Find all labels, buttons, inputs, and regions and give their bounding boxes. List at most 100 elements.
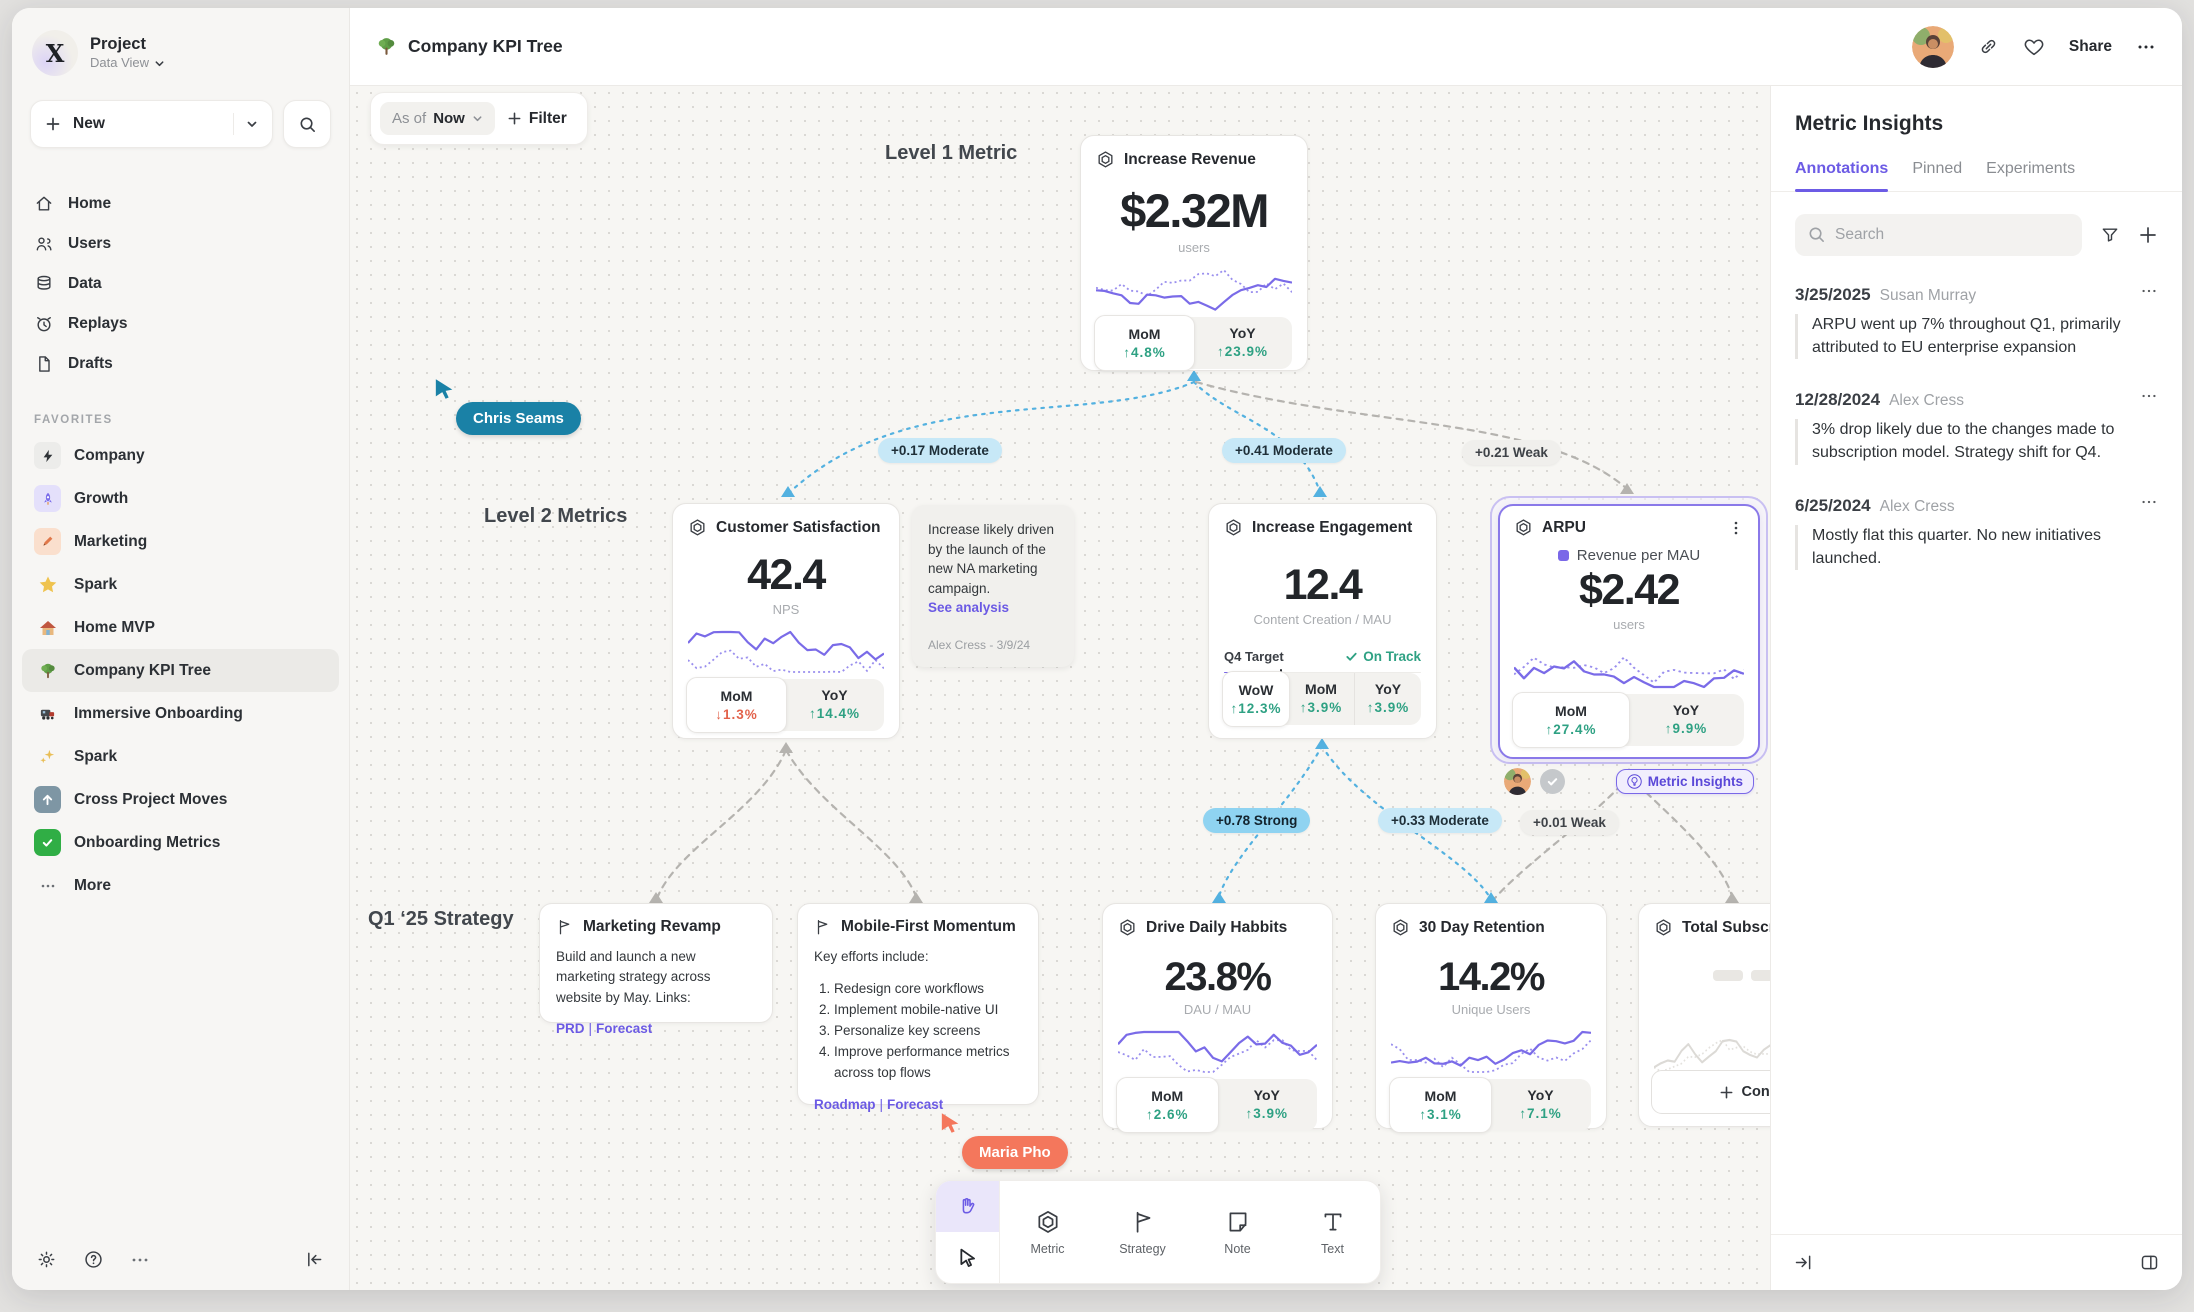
stat-yoy[interactable]: YoY ↑9.9% bbox=[1664, 702, 1708, 736]
new-button[interactable]: New bbox=[30, 100, 273, 148]
train-icon bbox=[34, 700, 61, 727]
stat-mom[interactable]: MoM ↓1.3% bbox=[686, 677, 787, 733]
metric-card-arpu-selected[interactable]: ARPU Revenue per MAU $2.42 users MoM ↑27.… bbox=[1490, 496, 1768, 795]
stat-mom[interactable]: MoM ↑27.4% bbox=[1512, 692, 1630, 748]
metric-card-total-subscriptions[interactable]: Total Subscriptions Connect bbox=[1638, 903, 1770, 1127]
new-button-label: New bbox=[73, 115, 105, 132]
stat-wow[interactable]: WoW ↑12.3% bbox=[1222, 671, 1290, 727]
stat-mom[interactable]: MoM ↑2.6% bbox=[1116, 1077, 1219, 1133]
annotation-more-icon[interactable] bbox=[2140, 282, 2158, 300]
sidebar-item-drafts[interactable]: Drafts bbox=[22, 344, 339, 384]
forecast-link[interactable]: Forecast bbox=[596, 1020, 653, 1036]
stat-mom[interactable]: MoM ↑3.1% bbox=[1389, 1077, 1492, 1133]
sidebar-item-growth[interactable]: Growth bbox=[22, 477, 339, 520]
split-view-icon[interactable] bbox=[2139, 1252, 2160, 1273]
sparkline bbox=[1096, 268, 1292, 311]
note-tool[interactable]: Note bbox=[1190, 1181, 1285, 1283]
roadmap-link[interactable]: Roadmap bbox=[814, 1096, 876, 1112]
stat-yoy[interactable]: YoY ↑3.9% bbox=[1245, 1087, 1289, 1121]
annotation-more-icon[interactable] bbox=[2140, 387, 2158, 405]
sidebar-item-company[interactable]: Company bbox=[22, 434, 339, 477]
filter-label: Filter bbox=[528, 109, 567, 127]
stat-yoy[interactable]: YoY ↑23.9% bbox=[1216, 325, 1269, 359]
sidebar-item-spark-2[interactable]: Spark bbox=[22, 735, 339, 778]
sidebar-item-marketing[interactable]: Marketing bbox=[22, 520, 339, 563]
metric-title: ARPU bbox=[1542, 518, 1586, 536]
hand-tool[interactable] bbox=[936, 1181, 999, 1232]
sidebar-item-spark[interactable]: Spark bbox=[22, 563, 339, 606]
collapse-panel-icon[interactable] bbox=[1793, 1252, 1814, 1273]
sidebar-item-more[interactable]: More bbox=[22, 864, 339, 907]
collapse-sidebar-icon[interactable] bbox=[304, 1249, 325, 1270]
kebab-menu-icon[interactable] bbox=[1728, 520, 1744, 536]
settings-gear-icon[interactable] bbox=[36, 1249, 57, 1270]
kpi-tree-canvas[interactable]: As of Now Filter Level 1 Metric Level 2 … bbox=[350, 86, 1770, 1290]
add-annotation-icon[interactable] bbox=[2138, 225, 2158, 245]
project-switcher[interactable]: X Project Data View bbox=[12, 8, 349, 84]
metric-card-customer-satisfaction[interactable]: Customer Satisfaction 42.4 NPS MoM ↓1.3% … bbox=[672, 503, 900, 739]
share-button[interactable]: Share bbox=[2068, 37, 2112, 55]
sidebar-item-replays[interactable]: Replays bbox=[22, 304, 339, 344]
collaborator-cursor-chris: Chris Seams bbox=[434, 378, 581, 435]
prd-link[interactable]: PRD bbox=[556, 1020, 585, 1036]
forecast-link[interactable]: Forecast bbox=[887, 1096, 944, 1112]
user-avatar[interactable] bbox=[1911, 25, 1954, 68]
stat-yoy[interactable]: YoY ↑7.1% bbox=[1519, 1087, 1562, 1121]
tab-experiments[interactable]: Experiments bbox=[1986, 160, 2076, 177]
annotation-item[interactable]: 6/25/2024 Alex Cress Mostly flat this qu… bbox=[1795, 493, 2158, 571]
annotation-more-icon[interactable] bbox=[2140, 493, 2158, 511]
sidebar-item-cross-project-moves[interactable]: Cross Project Moves bbox=[22, 778, 339, 821]
metric-card-increase-engagement[interactable]: Increase Engagement 12.4 Content Creatio… bbox=[1208, 503, 1437, 739]
stat-mom[interactable]: MoM ↑3.9% bbox=[1299, 681, 1343, 715]
metric-card-increase-revenue[interactable]: Increase Revenue $2.32M users MoM ↑4.8% Y… bbox=[1080, 135, 1308, 371]
stat-yoy[interactable]: YoY ↑14.4% bbox=[808, 687, 861, 721]
search-input[interactable] bbox=[1795, 214, 2082, 256]
filter-button[interactable]: Filter bbox=[507, 110, 571, 128]
annotation-item[interactable]: 12/28/2024 Alex Cress 3% drop likely due… bbox=[1795, 387, 2158, 465]
strategy-tool[interactable]: Strategy bbox=[1095, 1181, 1190, 1283]
nav-label: Users bbox=[68, 235, 112, 252]
strategy-card-marketing-revamp[interactable]: Marketing Revamp Build and launch a new … bbox=[539, 903, 773, 1036]
copy-link-icon[interactable] bbox=[1978, 36, 1999, 57]
tool-label: Strategy bbox=[1119, 1241, 1166, 1256]
chevron-down-icon[interactable] bbox=[246, 118, 258, 130]
more-options-icon[interactable] bbox=[2136, 37, 2156, 57]
see-analysis-link[interactable]: See analysis bbox=[928, 600, 1010, 616]
select-tool[interactable] bbox=[936, 1232, 999, 1283]
more-options-icon[interactable] bbox=[130, 1250, 150, 1270]
as-of-dropdown[interactable]: As of Now bbox=[380, 102, 495, 135]
metric-card-drive-daily-habbits[interactable]: Drive Daily Habbits 23.8% DAU / MAU MoM ↑… bbox=[1102, 903, 1333, 1133]
pencil-icon bbox=[34, 528, 61, 555]
favorite-heart-icon[interactable] bbox=[2023, 36, 2045, 58]
sidebar-item-users[interactable]: Users bbox=[22, 224, 339, 264]
metric-tool[interactable]: Metric bbox=[1000, 1181, 1095, 1283]
metric-insights-button[interactable]: Metric Insights bbox=[1615, 769, 1754, 794]
strategy-card-mobile-first-momentum[interactable]: Mobile-First Momentum Key efforts includ… bbox=[797, 903, 1039, 1112]
filter-funnel-icon[interactable] bbox=[2100, 225, 2120, 245]
annotations-list: 3/25/2025 Susan Murray ARPU went up 7% t… bbox=[1771, 256, 2182, 1234]
nav-label: Home bbox=[68, 195, 112, 212]
sidebar-item-onboarding-metrics[interactable]: Onboarding Metrics bbox=[22, 821, 339, 864]
sidebar-item-company-kpi-tree[interactable]: Company KPI Tree bbox=[22, 649, 339, 692]
text-tool[interactable]: Text bbox=[1285, 1181, 1380, 1283]
connect-data-button[interactable]: Connect bbox=[1651, 1070, 1770, 1114]
metric-title: Increase Revenue bbox=[1124, 150, 1256, 168]
stat-mom[interactable]: MoM ↑4.8% bbox=[1094, 315, 1195, 371]
sidebar-item-data[interactable]: Data bbox=[22, 264, 339, 304]
sidebar-item-home-mvp[interactable]: Home MVP bbox=[22, 606, 339, 649]
on-track-status: On Track bbox=[1345, 649, 1421, 664]
nav-label: Data bbox=[68, 275, 102, 292]
search-button[interactable] bbox=[283, 100, 331, 148]
annotation-item[interactable]: 3/25/2025 Susan Murray ARPU went up 7% t… bbox=[1795, 282, 2158, 360]
sidebar-item-home[interactable]: Home bbox=[22, 184, 339, 224]
help-icon[interactable] bbox=[83, 1249, 104, 1270]
annotation-date: 3/25/2025 bbox=[1795, 285, 1871, 304]
tab-pinned[interactable]: Pinned bbox=[1912, 160, 1963, 177]
chevron-down-icon bbox=[473, 116, 482, 122]
sidebar-item-immersive-onboarding[interactable]: Immersive Onboarding bbox=[22, 692, 339, 735]
annotation-note-card[interactable]: Increase likely driven by the launch of … bbox=[912, 505, 1074, 667]
bolt-icon bbox=[34, 442, 61, 469]
tab-annotations[interactable]: Annotations bbox=[1795, 160, 1889, 192]
stat-yoy[interactable]: YoY ↑3.9% bbox=[1354, 673, 1421, 725]
metric-card-30-day-retention[interactable]: 30 Day Retention 14.2% Unique Users MoM ↑… bbox=[1375, 903, 1607, 1133]
